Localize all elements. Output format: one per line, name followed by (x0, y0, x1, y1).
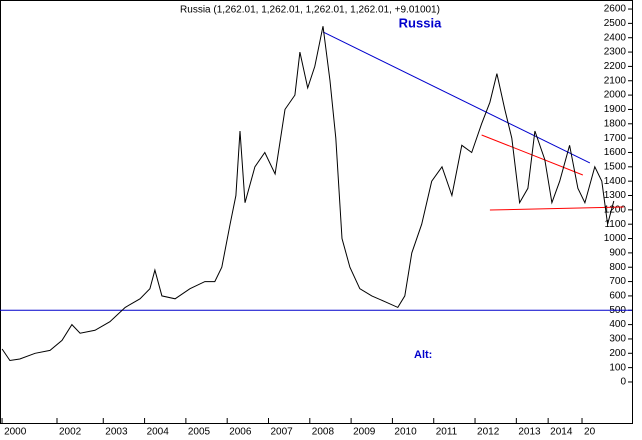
x-tick-label: 2000 (4, 427, 27, 438)
x-tick-label: 2003 (105, 427, 128, 438)
x-tick-label: 2012 (477, 427, 500, 438)
y-tick-label: 2000 (604, 90, 627, 101)
x-tick-label: 2004 (147, 427, 170, 438)
price-line (1, 26, 615, 362)
y-tick-label: 600 (609, 291, 626, 302)
y-tick-label: 1700 (604, 133, 627, 144)
y-tick-label: 0 (620, 377, 626, 388)
y-tick-label: 2200 (604, 61, 627, 72)
y-tick-label: 1600 (604, 147, 627, 158)
trend-line (322, 31, 591, 164)
x-tick-label: 2008 (312, 427, 335, 438)
y-tick-label: 1900 (604, 104, 627, 115)
y-tick-label: 1400 (604, 176, 627, 187)
y-tick-label: 200 (609, 348, 626, 359)
y-tick-label: 1800 (604, 118, 627, 129)
y-tick-label: 1200 (604, 204, 627, 215)
chart-title: Russia (399, 15, 442, 30)
y-tick-label: 900 (609, 248, 626, 259)
y-tick-label: 2100 (604, 75, 627, 86)
x-tick-label: 2002 (59, 427, 82, 438)
x-tick-label: 2011 (436, 427, 458, 438)
x-tick-label: 2007 (270, 427, 293, 438)
y-tick-label: 100 (609, 362, 626, 373)
y-tick-label: 1500 (604, 161, 627, 172)
y-tick-label: 700 (609, 276, 626, 287)
x-tick-label: 2006 (229, 427, 252, 438)
y-tick-label: 300 (609, 334, 626, 345)
y-tick-label: 1000 (604, 233, 627, 244)
x-tick-label: 2013 (518, 427, 541, 438)
y-tick-label: 800 (609, 262, 626, 273)
y-tick-label: 2300 (604, 47, 627, 58)
x-tick-label: 2010 (394, 427, 417, 438)
y-tick-label: 400 (609, 319, 626, 330)
trend-line (489, 206, 624, 211)
y-tick-label: 2400 (604, 32, 627, 43)
x-tick-label: 2009 (353, 427, 376, 438)
x-tick-label: 20 (584, 427, 596, 438)
y-tick-label: 1300 (604, 190, 627, 201)
x-tick-label: 2014 (550, 427, 573, 438)
plot-frame (0, 0, 633, 424)
y-tick-label: 1100 (604, 219, 626, 230)
x-tick-label: 2005 (188, 427, 211, 438)
y-tick-label: 2500 (604, 18, 627, 29)
chart-subtitle: Russia (1,262.01, 1,262.01, 1,262.01, 1,… (180, 5, 440, 16)
annotation: Alt: (414, 349, 432, 361)
y-tick-label: 2600 (604, 4, 627, 15)
